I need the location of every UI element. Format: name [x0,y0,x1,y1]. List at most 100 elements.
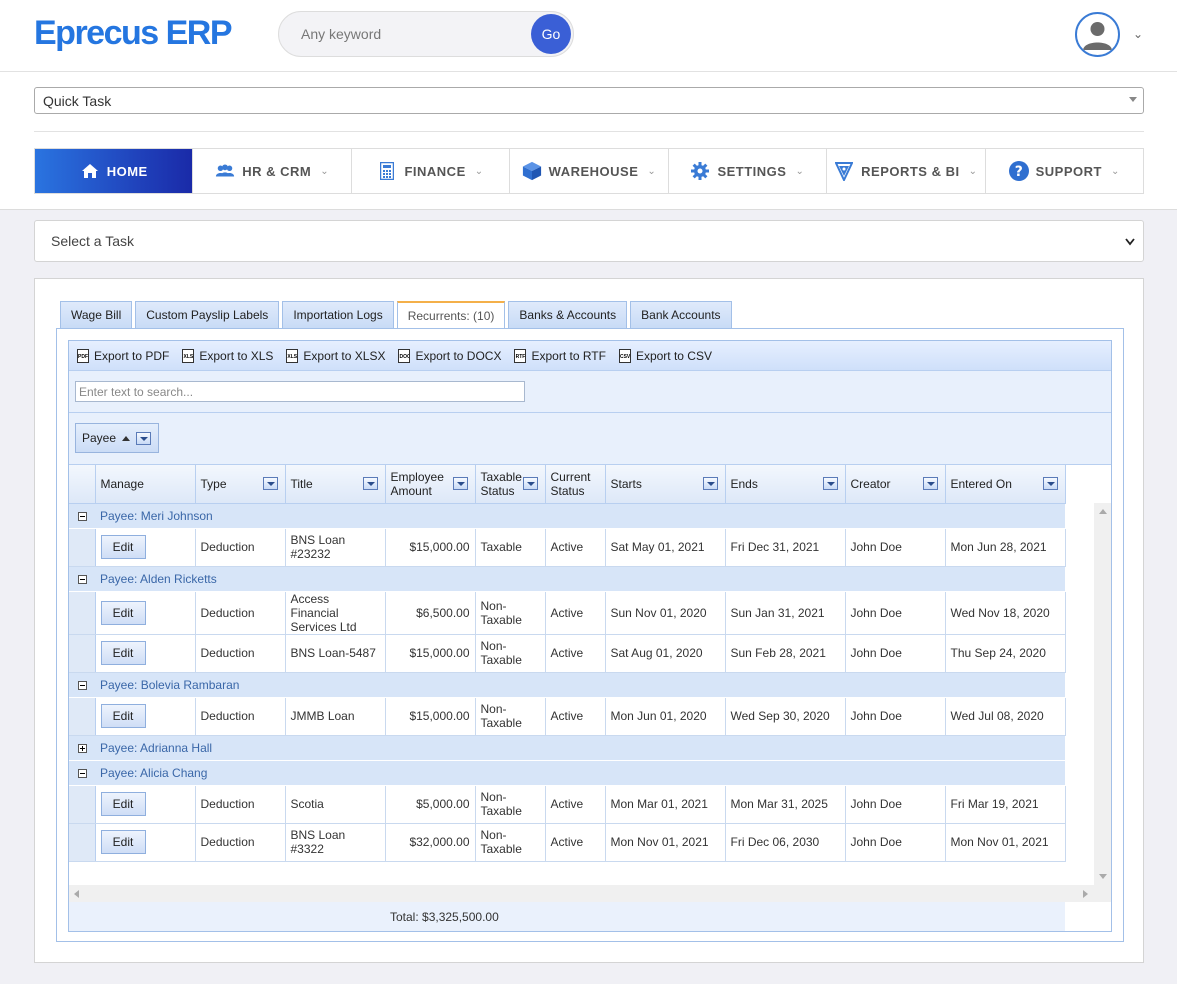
group-row[interactable]: Payee: Alden Ricketts [69,566,1065,592]
manage-cell: Edit [95,785,196,824]
nav-finance[interactable]: FINANCE ⌄ [352,149,511,193]
title-text: Access Financial [290,591,339,620]
scroll-right-icon[interactable] [1083,890,1088,898]
header-creator[interactable]: Creator [845,465,946,504]
group-toggle[interactable] [69,760,95,786]
header-starts[interactable]: Starts [605,465,726,504]
header-current-status[interactable]: Current Status [545,465,606,504]
title-cell: BNS Loan #23232 [285,528,386,567]
box-icon [522,161,542,181]
nav-reports-bi[interactable]: REPORTS & BI ⌄ [827,149,986,193]
row-indent [69,634,96,673]
nav-warehouse[interactable]: WAREHOUSE ⌄ [510,149,669,193]
starts-cell: Sat May 01, 2021 [605,528,726,567]
collapse-icon[interactable] [77,768,87,778]
quick-task-select[interactable]: Quick Task [34,87,1144,114]
tab-importation-logs[interactable]: Importation Logs [282,301,394,328]
title-text: JMMB Loan [290,709,355,723]
tab-banks-accounts[interactable]: Banks & Accounts [508,301,628,328]
go-button[interactable]: Go [531,14,571,54]
filter-dropdown-icon[interactable] [262,477,278,490]
group-toggle[interactable] [69,566,95,592]
header-entered-on[interactable]: Entered On [945,465,1066,504]
search-input[interactable] [301,12,531,56]
collapse-icon[interactable] [77,680,87,690]
edit-button[interactable]: Edit [100,792,146,816]
group-row[interactable]: Payee: Adrianna Hall [69,735,1065,761]
chevron-down-icon: ⌄ [647,165,657,177]
creator-cell: John Doe [845,528,946,567]
header-employee-amount[interactable]: Employee Amount [385,465,476,504]
export-label: Export to DOCX [415,348,502,363]
taxable-cell: Non- Taxable [475,591,546,635]
tab-wage-bill[interactable]: Wage Bill [60,301,133,328]
nav-hr-crm[interactable]: HR & CRM ⌄ [193,149,352,193]
group-chip-payee[interactable]: Payee [75,423,159,453]
edit-button[interactable]: Edit [100,704,146,728]
user-icon [1083,22,1112,50]
select-task-dropdown[interactable]: Select a Task [34,220,1144,262]
title-cell: JMMB Loan [285,697,386,736]
header-type[interactable]: Type [195,465,286,504]
avatar[interactable] [1075,12,1120,57]
edit-button[interactable]: Edit [100,830,146,854]
edit-button[interactable]: Edit [100,641,146,665]
creator-cell: John Doe [845,634,946,673]
starts-cell: Mon Jun 01, 2020 [605,697,726,736]
scroll-up-icon[interactable] [1099,509,1107,514]
group-row[interactable]: Payee: Alicia Chang [69,760,1065,786]
vertical-scrollbar[interactable] [1094,503,1111,885]
nav-home[interactable]: HOME [35,149,194,193]
tab-custom-payslip-labels[interactable]: Custom Payslip Labels [135,301,280,328]
horizontal-scrollbar[interactable] [69,885,1111,902]
filter-dropdown-icon[interactable] [522,477,538,490]
scroll-down-icon[interactable] [1099,874,1107,879]
filter-dropdown-icon[interactable] [452,477,468,490]
tab-recurrents[interactable]: Recurrents: (10) [396,301,506,329]
export-xlsx-button[interactable]: XLSX Export to XLSX [286,348,385,363]
edit-button[interactable]: Edit [100,535,146,559]
collapse-icon[interactable] [77,574,87,584]
expand-icon[interactable] [77,743,87,753]
header-label: Creator [850,476,891,491]
filter-dropdown-icon[interactable] [362,477,378,490]
question-icon: ? [1008,161,1029,181]
export-xls-button[interactable]: XLS Export to XLS [182,348,273,363]
export-csv-button[interactable]: CSV Export to CSV [618,348,712,363]
collapse-icon[interactable] [77,511,87,521]
export-rtf-button[interactable]: RTF Export to RTF [514,348,606,363]
chevron-down-icon[interactable]: ⌄ [1133,27,1144,41]
tab-bank-accounts[interactable]: Bank Accounts [630,301,732,328]
calculator-icon [377,161,397,181]
filter-dropdown-icon[interactable] [1042,477,1058,490]
group-toggle[interactable] [69,672,95,698]
nav-label: HR & CRM [242,163,312,179]
scroll-left-icon[interactable] [74,890,79,898]
group-row[interactable]: Payee: Meri Johnson [69,503,1065,529]
header-title[interactable]: Title [285,465,386,504]
row-indent [69,785,96,824]
nav-settings[interactable]: SETTINGS ⌄ [669,149,828,193]
filter-dropdown-icon[interactable] [136,431,152,445]
status-cell: Active [545,528,606,567]
header-ends[interactable]: Ends [725,465,846,504]
group-toggle[interactable] [69,503,95,529]
export-docx-button[interactable]: DOCX Export to DOCX [398,348,502,363]
header-taxable-status[interactable]: Taxable Status [475,465,546,504]
filter-dropdown-icon[interactable] [922,477,938,490]
grid-search-input[interactable] [75,381,525,402]
nav-label: SUPPORT [1035,163,1102,179]
group-row[interactable]: Payee: Bolevia Rambaran [69,672,1065,698]
creator-cell: John Doe [845,823,946,862]
filter-dropdown-icon[interactable] [702,477,718,490]
filter-dropdown-icon[interactable] [822,477,838,490]
export-pdf-button[interactable]: PDF Export to PDF [77,348,169,363]
edit-button[interactable]: Edit [100,600,146,625]
app-logo[interactable]: Eprecus ERP [34,14,233,52]
entered-cell: Thu Sep 24, 2020 [945,634,1066,673]
nav-support[interactable]: ? SUPPORT ⌄ [986,149,1143,193]
header-label: Ends [730,476,758,491]
type-cell: Deduction [195,591,286,635]
group-toggle[interactable] [69,735,95,761]
header-manage[interactable]: Manage [95,465,196,504]
